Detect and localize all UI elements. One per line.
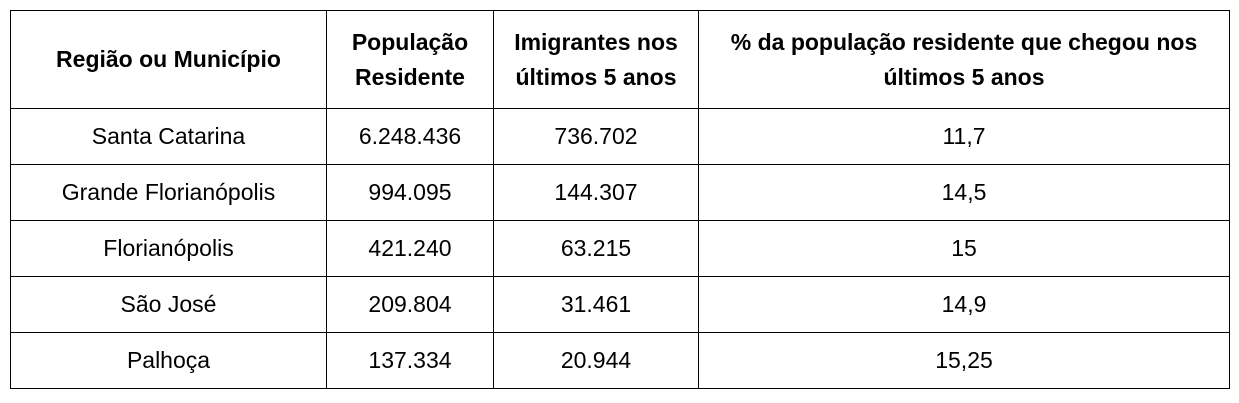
cell-population: 209.804: [326, 276, 494, 333]
cell-percent: 14,9: [698, 276, 1230, 333]
cell-population: 137.334: [326, 332, 494, 389]
cell-immigrants: 144.307: [493, 164, 699, 221]
header-resident-population: População Residente: [326, 10, 494, 109]
cell-percent: 15,25: [698, 332, 1230, 389]
cell-percent: 14,5: [698, 164, 1230, 221]
header-immigrants: Imigrantes nos últimos 5 anos: [493, 10, 699, 109]
table-row: Grande Florianópolis 994.095 144.307 14,…: [10, 164, 1230, 221]
cell-immigrants: 63.215: [493, 220, 699, 277]
table-row: São José 209.804 31.461 14,9: [10, 276, 1230, 333]
cell-region: Santa Catarina: [10, 108, 327, 165]
cell-population: 421.240: [326, 220, 494, 277]
table-row: Palhoça 137.334 20.944 15,25: [10, 332, 1230, 389]
cell-population: 6.248.436: [326, 108, 494, 165]
cell-percent: 11,7: [698, 108, 1230, 165]
table-row: Santa Catarina 6.248.436 736.702 11,7: [10, 108, 1230, 165]
population-table: Região ou Município População Residente …: [10, 10, 1230, 389]
cell-population: 994.095: [326, 164, 494, 221]
cell-region: Florianópolis: [10, 220, 327, 277]
cell-percent: 15: [698, 220, 1230, 277]
header-row: Região ou Município População Residente …: [10, 10, 1230, 109]
table-row: Florianópolis 421.240 63.215 15: [10, 220, 1230, 277]
cell-region: Grande Florianópolis: [10, 164, 327, 221]
cell-immigrants: 31.461: [493, 276, 699, 333]
cell-region: São José: [10, 276, 327, 333]
cell-region: Palhoça: [10, 332, 327, 389]
cell-immigrants: 736.702: [493, 108, 699, 165]
cell-immigrants: 20.944: [493, 332, 699, 389]
header-region: Região ou Município: [10, 10, 327, 109]
header-percent-recent: % da população residente que chegou nos …: [698, 10, 1230, 109]
